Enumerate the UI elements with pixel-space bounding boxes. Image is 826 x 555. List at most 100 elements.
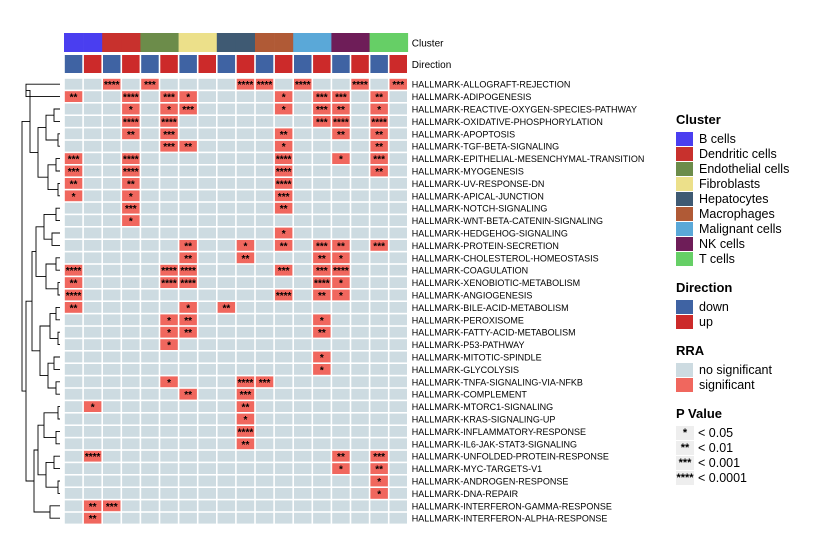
pvalue-stars: *** <box>392 80 404 91</box>
non-significant-cell <box>255 153 274 164</box>
row-label: HALLMARK-UNFOLDED-PROTEIN-RESPONSE <box>412 452 609 462</box>
non-significant-cell <box>141 463 159 474</box>
pvalue-stars: * <box>320 365 324 376</box>
non-significant-cell <box>370 202 388 214</box>
non-significant-cell <box>103 302 121 313</box>
non-significant-cell <box>294 314 312 326</box>
row-label: HALLMARK-XENOBIOTIC-METABOLISM <box>412 278 580 288</box>
row-label: HALLMARK-NOTCH-SIGNALING <box>412 204 548 214</box>
legend-swatch <box>676 236 693 251</box>
non-significant-cell <box>389 264 407 276</box>
significant-cell <box>370 116 388 127</box>
significant-cell <box>274 178 293 189</box>
pvalue-stars: *** <box>163 93 175 104</box>
cluster-annotation-cell <box>121 33 141 52</box>
non-significant-cell <box>351 351 369 363</box>
row-label: HALLMARK-FATTY-ACID-METABOLISM <box>412 328 576 338</box>
non-significant-cell <box>332 178 350 189</box>
pvalue-stars: * <box>282 229 286 240</box>
non-significant-cell <box>141 277 159 288</box>
non-significant-cell <box>351 91 369 102</box>
non-significant-cell <box>217 178 236 189</box>
direction-annotation-cell <box>274 55 293 73</box>
non-significant-cell <box>217 252 236 264</box>
non-significant-cell <box>160 364 178 375</box>
non-significant-cell <box>351 426 369 437</box>
non-significant-cell <box>103 512 121 524</box>
non-significant-cell <box>370 500 388 512</box>
pvalue-stars: *** <box>316 241 328 252</box>
non-significant-cell <box>332 388 350 400</box>
non-significant-cell <box>370 178 388 189</box>
non-significant-cell <box>255 140 274 152</box>
pvalue-stars: **** <box>352 80 368 91</box>
pvalue-stars: ** <box>184 328 192 339</box>
non-significant-cell <box>64 512 83 524</box>
pvalue-stars: * <box>186 303 190 314</box>
non-significant-cell <box>122 289 140 301</box>
cluster-annotation-cell <box>178 33 198 52</box>
non-significant-cell <box>313 388 331 400</box>
non-significant-cell <box>370 302 388 313</box>
non-significant-cell <box>198 512 216 524</box>
non-significant-cell <box>294 438 312 450</box>
row-label: HALLMARK-TGF-BETA-SIGNALING <box>412 142 559 152</box>
row-label: HALLMARK-GLYCOLYSIS <box>412 365 519 375</box>
significant-cell <box>332 153 350 164</box>
pvalue-stars: * <box>320 316 324 327</box>
non-significant-cell <box>141 165 159 177</box>
non-significant-cell <box>255 413 274 425</box>
non-significant-cell <box>64 326 83 338</box>
non-significant-cell <box>389 91 407 102</box>
non-significant-cell <box>370 227 388 239</box>
significant-cell <box>274 264 293 276</box>
non-significant-cell <box>64 376 83 388</box>
non-significant-cell <box>294 388 312 400</box>
direction-annotation-label: Direction <box>412 60 451 71</box>
cluster-annotation-cell <box>331 33 351 52</box>
non-significant-cell <box>389 252 407 264</box>
row-label: HALLMARK-ANGIOGENESIS <box>412 291 533 301</box>
pvalue-stars: *** <box>163 130 175 141</box>
significant-cell <box>179 240 197 251</box>
non-significant-cell <box>313 227 331 239</box>
non-significant-cell <box>351 438 369 450</box>
pvalue-stars: *** <box>316 266 328 277</box>
significant-cell <box>160 339 178 350</box>
row-label: HALLMARK-PEROXISOME <box>412 315 524 325</box>
non-significant-cell <box>179 202 197 214</box>
cluster-annotation-cell <box>312 33 332 52</box>
non-significant-cell <box>255 512 274 524</box>
significant-cell <box>370 165 388 177</box>
non-significant-cell <box>313 376 331 388</box>
non-significant-cell <box>141 376 159 388</box>
row-label: HALLMARK-INTERFERON-GAMMA-RESPONSE <box>412 501 612 511</box>
non-significant-cell <box>64 388 83 400</box>
non-significant-cell <box>236 215 255 226</box>
non-significant-cell <box>141 488 159 499</box>
non-significant-cell <box>351 339 369 350</box>
pvalue-stars: ** <box>70 93 78 104</box>
non-significant-cell <box>255 165 274 177</box>
direction-annotation-cell <box>122 55 140 73</box>
legend-item: Fibroblasts <box>676 176 826 191</box>
pvalue-stars: * <box>129 192 133 203</box>
non-significant-cell <box>141 202 159 214</box>
cluster-legend: Cluster B cells Dendritic cells Endothel… <box>676 112 826 266</box>
non-significant-cell <box>160 450 178 462</box>
legend-item: * < 0.05 <box>676 425 826 440</box>
non-significant-cell <box>389 314 407 326</box>
significant-cell <box>83 500 102 512</box>
non-significant-cell <box>141 438 159 450</box>
non-significant-cell <box>313 215 331 226</box>
pvalue-stars: * <box>91 403 95 414</box>
non-significant-cell <box>294 252 312 264</box>
significant-cell <box>274 227 293 239</box>
non-significant-cell <box>83 376 102 388</box>
non-significant-cell <box>83 78 102 90</box>
non-significant-cell <box>274 215 293 226</box>
non-significant-cell <box>351 190 369 202</box>
non-significant-cell <box>217 277 236 288</box>
legend-item: T cells <box>676 251 826 266</box>
non-significant-cell <box>389 500 407 512</box>
